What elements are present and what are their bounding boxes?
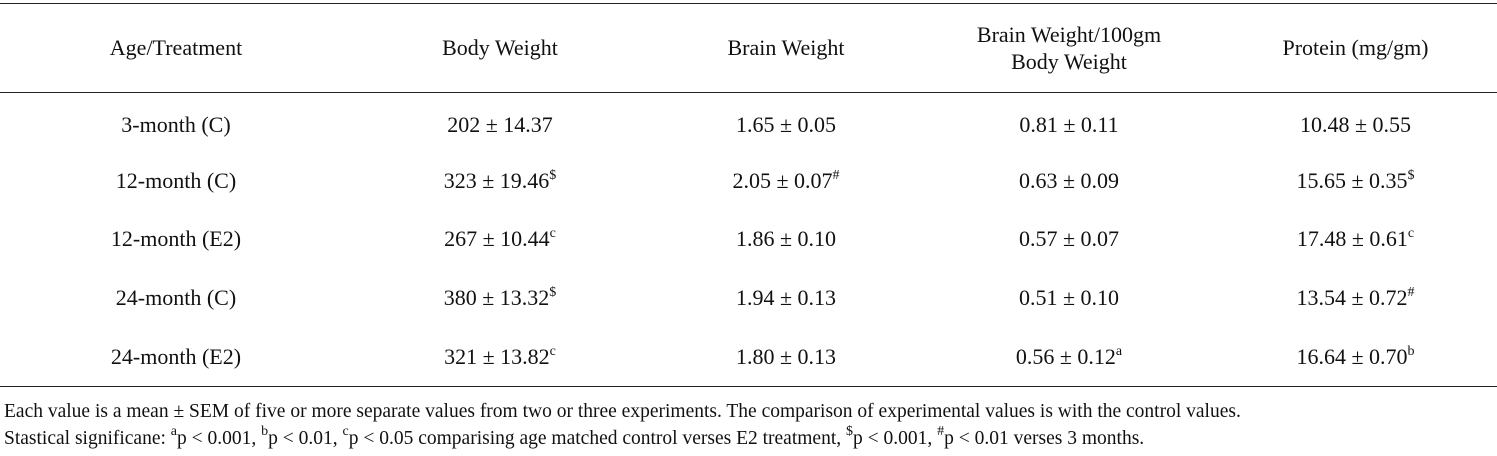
header-body-weight: Body Weight [352, 0, 648, 93]
table-row: 12-month (C) 323 ± 19.46$ 2.05 ± 0.07# 0.63… [0, 152, 1497, 211]
value-cell: 15.65 ± 0.35$ [1214, 152, 1497, 211]
note-text: p < 0.05 comparising age matched control… [348, 428, 846, 449]
value-cell: 1.65 ± 0.05 [648, 93, 924, 152]
table-top-rule [0, 3, 1497, 4]
cell-text: 16.64 ± 0.70 [1296, 343, 1408, 369]
cell-text: 15.65 ± 0.35 [1296, 167, 1408, 193]
header-row: Age/Treatment Body Weight Brain Weight B… [0, 0, 1497, 93]
value-cell: 16.64 ± 0.70b [1214, 327, 1497, 386]
note-sup: c [342, 424, 349, 439]
cell-text: 380 ± 13.32 [443, 285, 550, 311]
significance-marker: # [832, 167, 840, 183]
cell-text: 0.51 ± 0.10 [1018, 285, 1120, 311]
row-label-cell: 24-month (C) [0, 269, 352, 328]
value-cell: 323 ± 19.46$ [352, 152, 648, 211]
cell-text: 0.56 ± 0.12 [1015, 343, 1116, 369]
note-text: p < 0.01, [268, 428, 343, 449]
significance-marker: c [549, 226, 556, 242]
value-cell: 0.63 ± 0.09 [924, 152, 1214, 211]
value-cell: 0.81 ± 0.11 [924, 93, 1214, 152]
significance-marker: # [1407, 285, 1415, 301]
value-cell: 2.05 ± 0.07# [648, 152, 924, 211]
note-sup: $ [846, 424, 853, 439]
note-sup: b [261, 424, 269, 439]
cell-text: 24-month (C) [115, 285, 237, 311]
cell-text: 2.05 ± 0.07 [732, 167, 833, 193]
table-row: 24-month (E2) 321 ± 13.82c 1.80 ± 0.13 0.56… [0, 327, 1497, 386]
cell-text: 17.48 ± 0.61 [1296, 226, 1408, 252]
cell-text: 24-month (E2) [110, 343, 242, 369]
header-line: Brain Weight [727, 35, 845, 60]
header-line: Age/Treatment [109, 35, 243, 60]
value-cell: 0.56 ± 0.12a [924, 327, 1214, 386]
cell-text: 12-month (E2) [110, 226, 242, 252]
row-label-cell: 3-month (C) [0, 93, 352, 152]
row-label-cell: 12-month (C) [0, 152, 352, 211]
header-line: Body Weight [442, 35, 558, 60]
value-cell: 0.57 ± 0.07 [924, 210, 1214, 269]
value-cell: 267 ± 10.44c [352, 210, 648, 269]
header-brain-weight-per-100gm: Brain Weight/100gm Body Weight [924, 0, 1214, 93]
table-row: 12-month (E2) 267 ± 10.44c 1.86 ± 0.10 0.57… [0, 210, 1497, 269]
cell-text: 267 ± 10.44 [444, 226, 550, 252]
note-text: p < 0.001, [853, 428, 938, 449]
cell-text: 12-month (C) [115, 167, 237, 193]
value-cell: 0.51 ± 0.10 [924, 269, 1214, 328]
cell-text: 3-month (C) [121, 112, 231, 138]
note-prefix: Stastical significane: [4, 428, 171, 449]
value-cell: 1.94 ± 0.13 [648, 269, 924, 328]
cell-text: 0.81 ± 0.11 [1019, 112, 1119, 138]
cell-text: 10.48 ± 0.55 [1299, 112, 1412, 138]
value-cell: 202 ± 14.37 [352, 93, 648, 152]
significance-marker: $ [549, 285, 557, 301]
cell-text: 0.57 ± 0.07 [1018, 226, 1120, 252]
significance-marker: b [1407, 343, 1415, 359]
header-brain-weight: Brain Weight [648, 0, 924, 93]
cell-text: 1.94 ± 0.13 [735, 285, 837, 311]
cell-text: 1.65 ± 0.05 [735, 112, 837, 138]
value-cell: 1.86 ± 0.10 [648, 210, 924, 269]
value-cell: 321 ± 13.82c [352, 327, 648, 386]
table-body: 3-month (C) 202 ± 14.37 1.65 ± 0.05 0.81 ± … [0, 93, 1497, 386]
value-cell: 380 ± 13.32$ [352, 269, 648, 328]
significance-marker: c [549, 343, 556, 359]
value-cell: 13.54 ± 0.72# [1214, 269, 1497, 328]
value-cell: 1.80 ± 0.13 [648, 327, 924, 386]
cell-text: 202 ± 14.37 [447, 112, 553, 138]
note-line-1: Each value is a mean ± SEM of five or mo… [4, 401, 1241, 422]
header-line: Brain Weight/100gm [976, 21, 1162, 47]
row-label-cell: 12-month (E2) [0, 210, 352, 269]
cell-text: 321 ± 13.82 [444, 343, 550, 369]
cell-text: 13.54 ± 0.72 [1296, 285, 1408, 311]
cell-text: 0.63 ± 0.09 [1018, 167, 1120, 193]
header-line: Body Weight [1011, 48, 1127, 74]
header-protein: Protein (mg/gm) [1214, 0, 1497, 93]
note-line-2: Stastical significane: ap < 0.001, bp < … [4, 425, 1494, 452]
cell-text: 1.86 ± 0.10 [735, 226, 837, 252]
table-bottom-rule [0, 386, 1497, 387]
note-sup: a [170, 424, 178, 439]
table-header: Age/Treatment Body Weight Brain Weight B… [0, 0, 1497, 93]
value-cell: 10.48 ± 0.55 [1214, 93, 1497, 152]
table-row: 24-month (C) 380 ± 13.32$ 1.94 ± 0.13 0.51 … [0, 269, 1497, 328]
data-table: Age/Treatment Body Weight Brain Weight B… [0, 0, 1497, 386]
significance-marker: $ [549, 167, 557, 183]
table-header-rule [0, 92, 1497, 93]
cell-text: 1.80 ± 0.13 [735, 343, 837, 369]
header-line: Protein (mg/gm) [1282, 35, 1429, 60]
significance-marker: $ [1407, 167, 1415, 183]
value-cell: 17.48 ± 0.61c [1214, 210, 1497, 269]
table-row: 3-month (C) 202 ± 14.37 1.65 ± 0.05 0.81 ± … [0, 93, 1497, 152]
significance-marker: a [1115, 343, 1123, 359]
cell-text: 323 ± 19.46 [443, 167, 550, 193]
note-sup: # [937, 424, 945, 439]
header-age-treatment: Age/Treatment [0, 0, 352, 93]
note-text: p < 0.01 verses 3 months. [944, 428, 1145, 449]
row-label-cell: 24-month (E2) [0, 327, 352, 386]
note-text: p < 0.001, [177, 428, 262, 449]
table-notes: Each value is a mean ± SEM of five or mo… [4, 398, 1494, 452]
significance-marker: c [1407, 226, 1415, 242]
